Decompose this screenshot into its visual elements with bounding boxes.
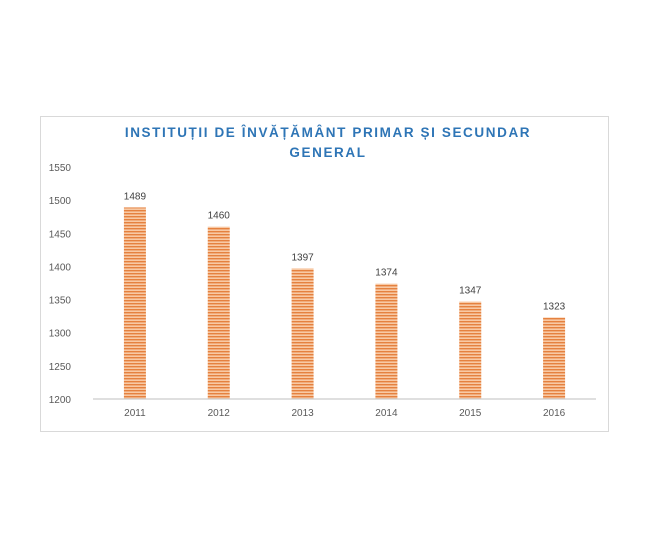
chart-title-line-2: GENERAL xyxy=(289,145,366,160)
data-labels: 1489 1460 1397 1374 1347 1323 xyxy=(124,191,566,312)
bars xyxy=(123,207,566,399)
y-tick-label: 1500 xyxy=(49,196,72,207)
data-label: 1374 xyxy=(375,268,398,279)
x-tick-label: 2016 xyxy=(543,408,566,419)
y-tick-label: 1350 xyxy=(49,296,72,307)
y-tick-label: 1250 xyxy=(49,362,72,373)
chart-title-line-1: INSTITUȚII DE ÎNVĂȚĂMÂNT PRIMAR ȘI SECUN… xyxy=(125,125,531,140)
x-tick-label: 2012 xyxy=(208,408,231,419)
x-tick-label: 2014 xyxy=(375,408,398,419)
bar xyxy=(459,301,482,399)
bar xyxy=(123,207,146,399)
x-tick-label: 2011 xyxy=(124,408,146,419)
chart-container: INSTITUȚII DE ÎNVĂȚĂMÂNT PRIMAR ȘI SECUN… xyxy=(40,116,609,432)
data-label: 1460 xyxy=(208,211,231,222)
y-tick-label: 1550 xyxy=(49,163,72,174)
data-label: 1323 xyxy=(543,301,566,312)
bar xyxy=(543,317,566,399)
bar xyxy=(207,226,230,399)
y-tick-label: 1200 xyxy=(49,395,72,406)
y-axis-ticks: 1200 1250 1300 1350 1400 1450 1500 1550 xyxy=(49,163,72,406)
bar xyxy=(375,283,398,399)
data-label: 1347 xyxy=(459,286,482,297)
bar-chart: INSTITUȚII DE ÎNVĂȚĂMÂNT PRIMAR ȘI SECUN… xyxy=(49,125,596,419)
x-tick-label: 2015 xyxy=(459,408,482,419)
data-label: 1397 xyxy=(291,252,314,263)
y-tick-label: 1400 xyxy=(49,262,72,273)
y-tick-label: 1300 xyxy=(49,329,72,340)
bar xyxy=(291,268,314,399)
data-label: 1489 xyxy=(124,191,147,202)
x-axis-ticks: 2011 2012 2013 2014 2015 2016 xyxy=(124,408,565,419)
y-tick-label: 1450 xyxy=(49,229,72,240)
x-tick-label: 2013 xyxy=(291,408,314,419)
